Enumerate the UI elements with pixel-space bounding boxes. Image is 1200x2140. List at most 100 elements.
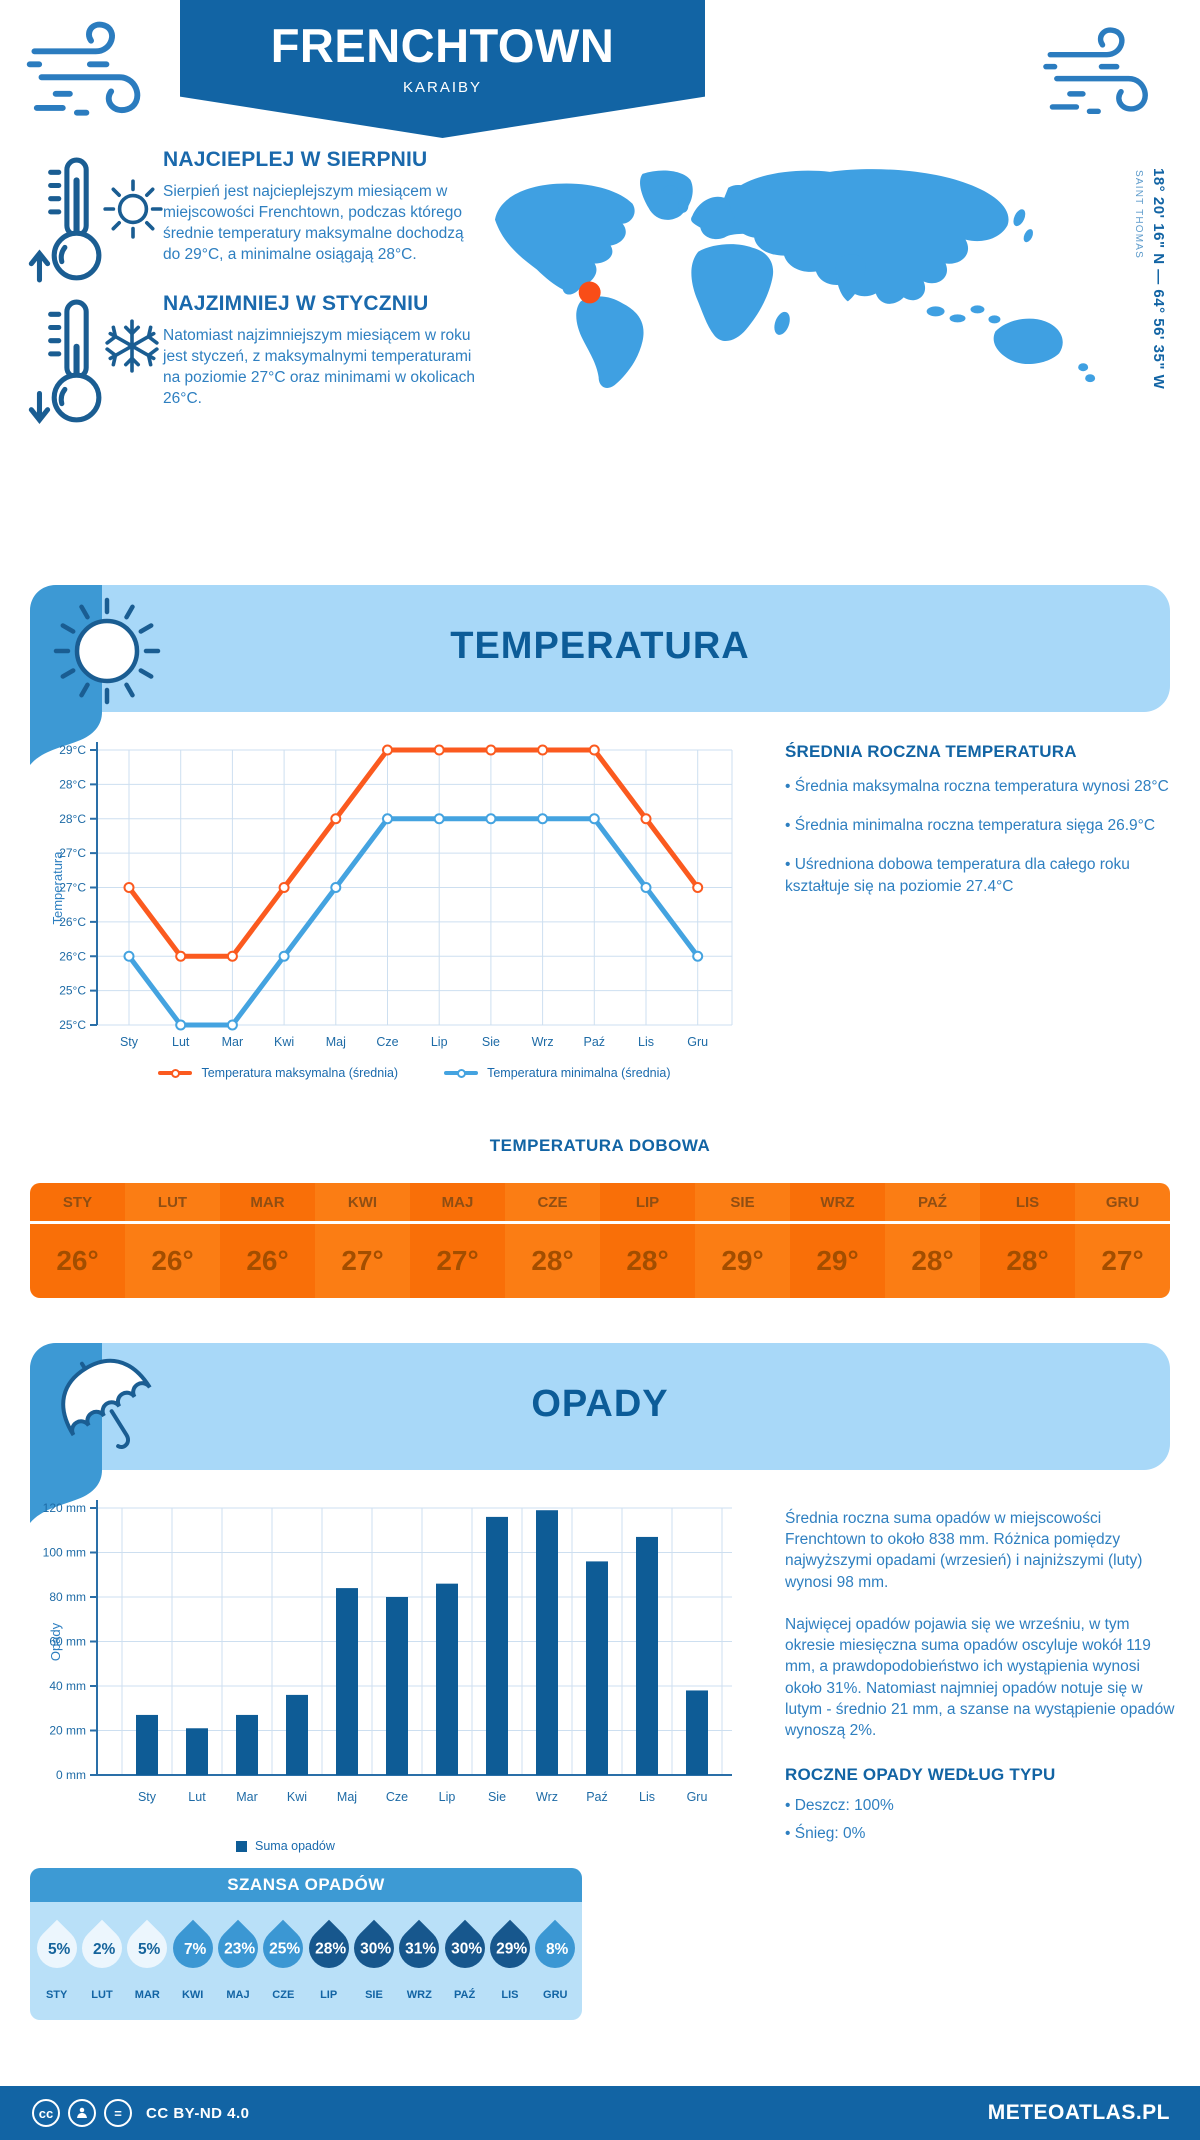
chance-value: 29% [496, 1941, 528, 1958]
chance-month-label: CZE [272, 1989, 295, 2001]
temperature-section-title: TEMPERATURA [450, 625, 750, 667]
svg-text:26°C: 26°C [59, 915, 86, 929]
precipitation-by-type-bullet: • Śnieg: 0% [785, 1824, 866, 1842]
chance-value: 8% [546, 1941, 569, 1958]
india [835, 254, 866, 302]
cc-nd-icon: = [104, 2099, 132, 2127]
table-month-cell: PAŹ [885, 1183, 980, 1221]
legend-item: Temperatura maksymalna (średnia) [158, 1066, 398, 1080]
precipitation-section-title: OPADY [531, 1383, 669, 1425]
location-coordinates: 18° 20' 16" N — 64° 56' 35" W [1150, 168, 1167, 390]
table-value-cell: 28° [505, 1224, 600, 1298]
table-value-cell: 27° [410, 1224, 505, 1298]
chance-month-label: STY [45, 1989, 68, 2001]
chance-value: 30% [360, 1941, 392, 1958]
svg-text:Lut: Lut [188, 1790, 206, 1804]
table-value-cell: 28° [980, 1224, 1075, 1298]
table-value-cell: 28° [885, 1224, 980, 1298]
chance-month-label: MAR [134, 1989, 160, 2001]
chance-column: 28% LIP [300, 1902, 357, 2020]
svg-text:Maj: Maj [337, 1790, 357, 1804]
thermometer-high-icon [28, 157, 102, 283]
table-value-cell: 29° [695, 1224, 790, 1298]
chance-value: 5% [47, 1941, 70, 1958]
thermometer-low-icon [28, 299, 102, 424]
svg-text:Maj: Maj [326, 1035, 346, 1049]
person-icon [77, 2107, 87, 2118]
wind-icon [1043, 27, 1148, 115]
svg-text:Mar: Mar [236, 1790, 258, 1804]
svg-text:Paź: Paź [584, 1035, 606, 1049]
wind-icon [26, 21, 141, 116]
table-value-cell: 27° [1075, 1224, 1170, 1298]
legend-line-sample [444, 1068, 479, 1078]
table-month-cell: LIS [980, 1183, 1075, 1221]
warmest-text: Sierpień jest najcieplejszym miesiącem w… [163, 183, 464, 263]
world-map [494, 169, 1096, 388]
svg-text:25°C: 25°C [59, 984, 86, 998]
chance-value: 30% [451, 1941, 483, 1958]
svg-text:29°C: 29°C [59, 743, 86, 757]
annual-temperature-heading: ŚREDNIA ROCZNA TEMPERATURA [785, 742, 1077, 761]
table-month-cell: WRZ [790, 1183, 885, 1221]
svg-text:Temperatura: Temperatura [50, 851, 65, 925]
raindrop-icon: 28% [300, 1919, 357, 1977]
chance-month-label: WRZ [406, 1989, 432, 2001]
chance-column: 30% PAŹ [436, 1902, 493, 2020]
chance-column: 23% MAJ [209, 1902, 267, 2020]
cc-by-icon [68, 2099, 96, 2127]
annual-temperature-bullet: • Średnia maksymalna roczna temperatura … [785, 778, 1169, 795]
coldest-text: Natomiast najzimniejszym miesiącem w rok… [163, 327, 476, 407]
raindrop-icon: 25% [255, 1919, 312, 1977]
chance-value: 7% [183, 1941, 206, 1958]
annual-temperature-bullet: • Średnia minimalna roczna temperatura s… [785, 817, 1156, 835]
precipitation-paragraph: Średnia roczna suma opadów w miejscowośc… [785, 1510, 1143, 1591]
legend-label: Temperatura maksymalna (średnia) [201, 1066, 399, 1080]
svg-text:Lip: Lip [439, 1790, 456, 1804]
sun-icon [103, 179, 163, 239]
svg-text:Sty: Sty [138, 1790, 157, 1804]
precipitation-paragraph: Najwięcej opadów pojawia się we wrześniu… [785, 1615, 1175, 1740]
svg-text:Sie: Sie [482, 1035, 500, 1049]
table-month-cell: LUT [125, 1183, 220, 1221]
svg-text:Lip: Lip [431, 1035, 448, 1049]
svg-text:27°C: 27°C [59, 881, 86, 895]
chance-value: 28% [315, 1941, 347, 1958]
table-value-cell: 28° [600, 1224, 695, 1298]
table-month-cell: KWI [315, 1183, 410, 1221]
chance-column: 5% STY [28, 1902, 85, 2020]
daily-temperature-table: STY LUT MAR KWI MAJ CZE LIP SIE WRZ PAŹ LIS GRU 26°… [30, 1183, 1170, 1298]
location-region: SAINT THOMAS [1133, 170, 1144, 260]
legend-marker [457, 1068, 467, 1078]
footer: cc = CC BY-ND 4.0 METEOATLAS.PL [0, 2086, 1200, 2140]
svg-text:Cze: Cze [376, 1035, 398, 1049]
svg-text:120 mm: 120 mm [43, 1501, 86, 1515]
svg-text:40 mm: 40 mm [49, 1679, 86, 1693]
cc-icons: cc = [32, 2099, 132, 2127]
title-banner: FRENCHTOWN KARAIBY [180, 0, 705, 138]
chance-month-label: LIS [501, 1989, 519, 2001]
raindrop-icon: 5% [28, 1919, 85, 1977]
table-month-cell: LIP [600, 1183, 695, 1221]
table-values-row: 26° 26° 26° 27° 27° 28° 28° 29° 29° 28° 28° 27° [30, 1224, 1170, 1298]
svg-text:Cze: Cze [386, 1790, 408, 1804]
raindrop-icon: 7% [164, 1919, 221, 1977]
svg-text:Paź: Paź [586, 1790, 608, 1804]
raindrop-icon: 30% [436, 1919, 493, 1977]
south-america [576, 296, 644, 388]
chance-month-label: LIP [320, 1989, 338, 2001]
svg-text:0 mm: 0 mm [56, 1768, 86, 1782]
chance-column: 2% LUT [73, 1902, 131, 2020]
table-month-cell: STY [30, 1183, 125, 1221]
svg-text:Kwi: Kwi [274, 1035, 294, 1049]
chance-value: 31% [405, 1941, 437, 1958]
table-month-cell: MAR [220, 1183, 315, 1221]
svg-text:20 mm: 20 mm [49, 1724, 86, 1738]
chance-month-label: GRU [543, 1989, 568, 2001]
precipitation-by-type-heading: ROCZNE OPADY WEDŁUG TYPU [785, 1765, 1056, 1785]
raindrop-icon: 29% [481, 1919, 539, 1977]
chance-month-label: KWI [181, 1989, 204, 2001]
chance-value: 25% [269, 1941, 301, 1958]
raindrop-icon: 31% [390, 1919, 448, 1977]
legend-swatch [236, 1840, 247, 1852]
